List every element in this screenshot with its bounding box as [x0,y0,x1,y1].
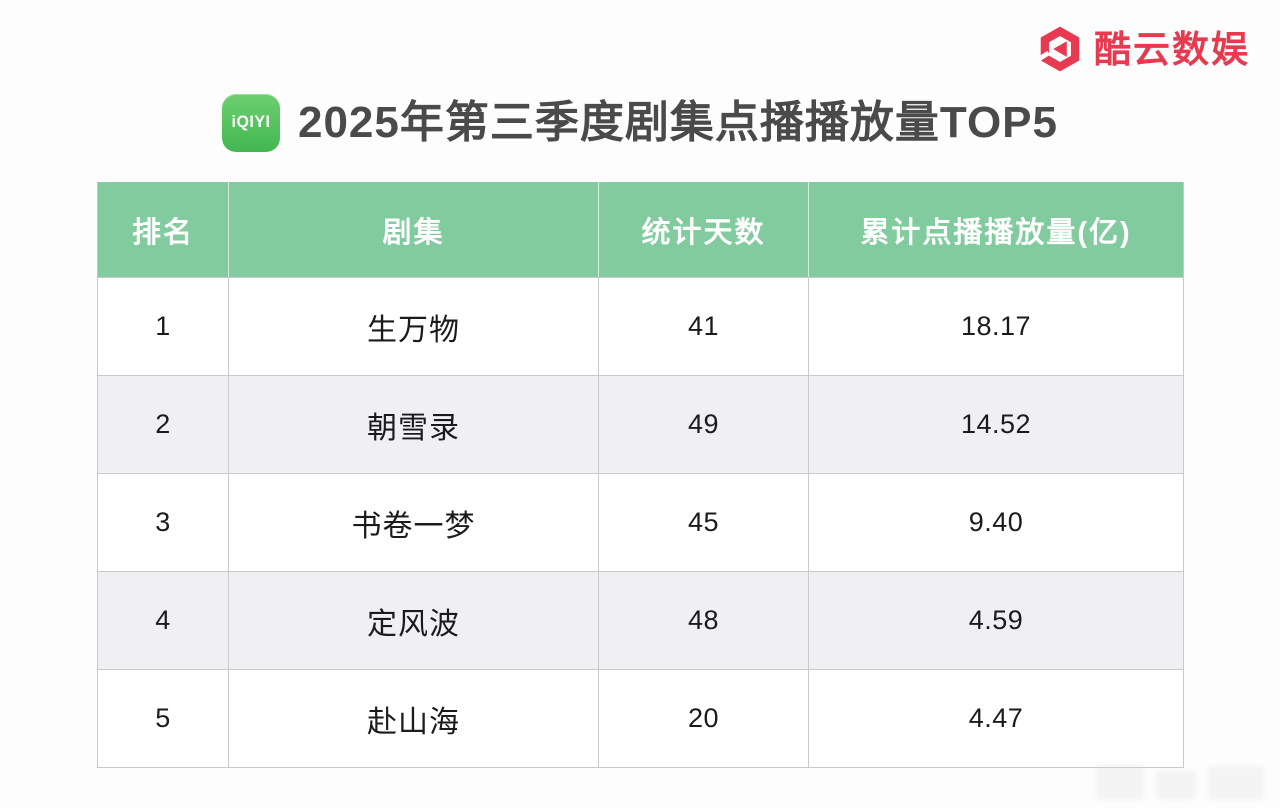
cell-views: 4.59 [808,571,1183,669]
cell-rank: 5 [98,669,228,767]
kuyun-logo-text: 酷云数娱 [1094,28,1250,70]
cell-rank: 4 [98,571,228,669]
cell-views: 9.40 [808,473,1183,571]
cell-rank: 1 [98,277,228,375]
kuyun-hexagon-icon [1035,26,1080,72]
cell-drama: 书卷一梦 [228,473,598,571]
cell-days: 20 [598,669,808,767]
ranking-table: 排名 剧集 统计天数 累计点播播放量(亿) 1 生万物 41 18.17 2 朝… [97,182,1184,768]
header-cell-days: 统计天数 [598,182,808,277]
header-cell-drama: 剧集 [228,182,598,277]
cell-drama: 定风波 [228,571,598,669]
cell-rank: 3 [98,473,228,571]
header-cell-views: 累计点播播放量(亿) [808,182,1183,277]
iqiyi-logo-icon: iQIYI [221,94,280,152]
kuyun-logo: 酷云数娱 [1035,24,1250,74]
cell-days: 45 [598,473,808,571]
cell-views: 18.17 [808,277,1183,375]
cell-drama: 朝雪录 [228,375,598,473]
iqiyi-logo-text: iQIYI [231,113,271,132]
cell-days: 49 [598,375,808,473]
cell-rank: 2 [98,375,228,473]
cell-drama: 生万物 [228,277,598,375]
cell-views: 14.52 [808,375,1183,473]
cell-views: 4.47 [808,669,1183,767]
watermark [1096,764,1264,800]
cell-drama: 赴山海 [228,669,598,767]
header-cell-rank: 排名 [98,182,228,277]
page-title: 2025年第三季度剧集点播播放量TOP5 [297,97,1058,147]
cell-days: 41 [598,277,808,375]
title-row: iQIYI 2025年第三季度剧集点播播放量TOP5 [0,94,1280,152]
cell-days: 48 [598,571,808,669]
